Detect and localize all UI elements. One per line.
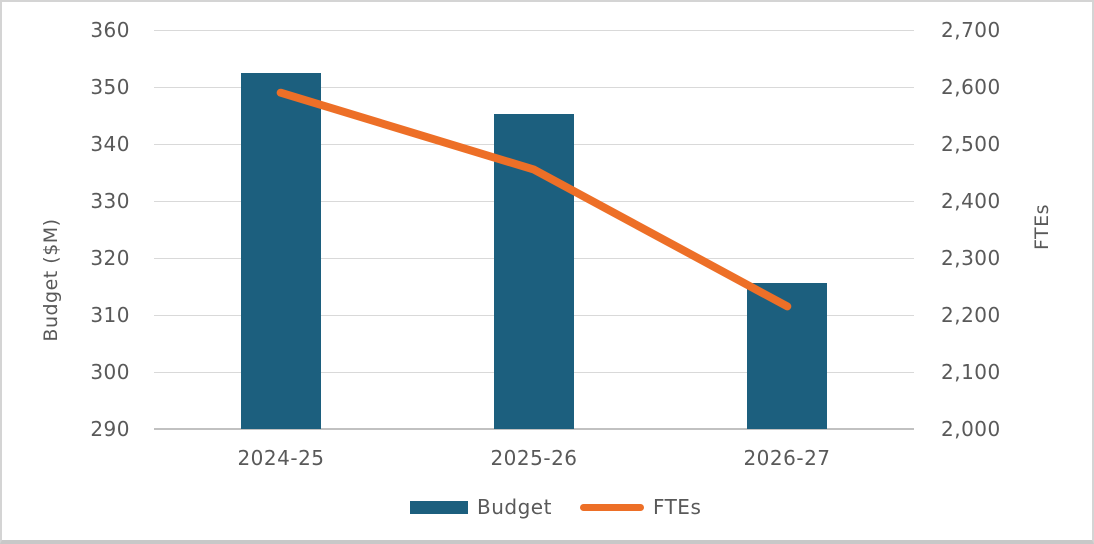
left-axis-tick-label: 300 [90,360,130,384]
legend-budget-swatch [410,500,468,514]
legend-ftes-swatch [579,503,644,511]
gridline [154,87,914,88]
left-axis-tick-label: 340 [90,132,130,156]
x-axis-label-2026-27: 2026-27 [743,446,831,470]
x-axis-line [154,428,914,430]
right-axis-tick-label: 2,000 [941,417,1001,441]
legend-ftes-label: FTEs [652,495,702,519]
x-axis-label-2025-26: 2025-26 [490,446,578,470]
left-axis-tick-label: 320 [90,246,130,270]
legend: Budget FTEs [410,494,701,520]
right-axis-tick-label: 2,100 [941,360,1001,384]
left-axis-title: Budget ($M) [40,218,62,342]
left-axis-tick-label: 310 [90,303,130,327]
legend-budget-label: Budget [477,495,552,519]
budget-bar-2025-26 [494,114,574,429]
budget-bar-2024-25 [241,73,321,429]
left-axis-tick-label: 360 [90,18,130,42]
gridline [154,30,914,31]
left-axis-tick-label: 290 [90,417,130,441]
x-axis-label-2024-25: 2024-25 [237,446,325,470]
right-axis-tick-label: 2,300 [941,246,1001,270]
right-axis-tick-label: 2,600 [941,75,1001,99]
right-axis-tick-label: 2,500 [941,132,1001,156]
right-axis-title: FTEs [1031,203,1053,251]
left-axis-tick-label: 330 [90,189,130,213]
budget-bar-2026-27 [747,283,827,429]
right-axis-tick-label: 2,700 [941,18,1001,42]
right-axis-tick-label: 2,200 [941,303,1001,327]
left-axis-tick-label: 350 [90,75,130,99]
right-axis-tick-label: 2,400 [941,189,1001,213]
